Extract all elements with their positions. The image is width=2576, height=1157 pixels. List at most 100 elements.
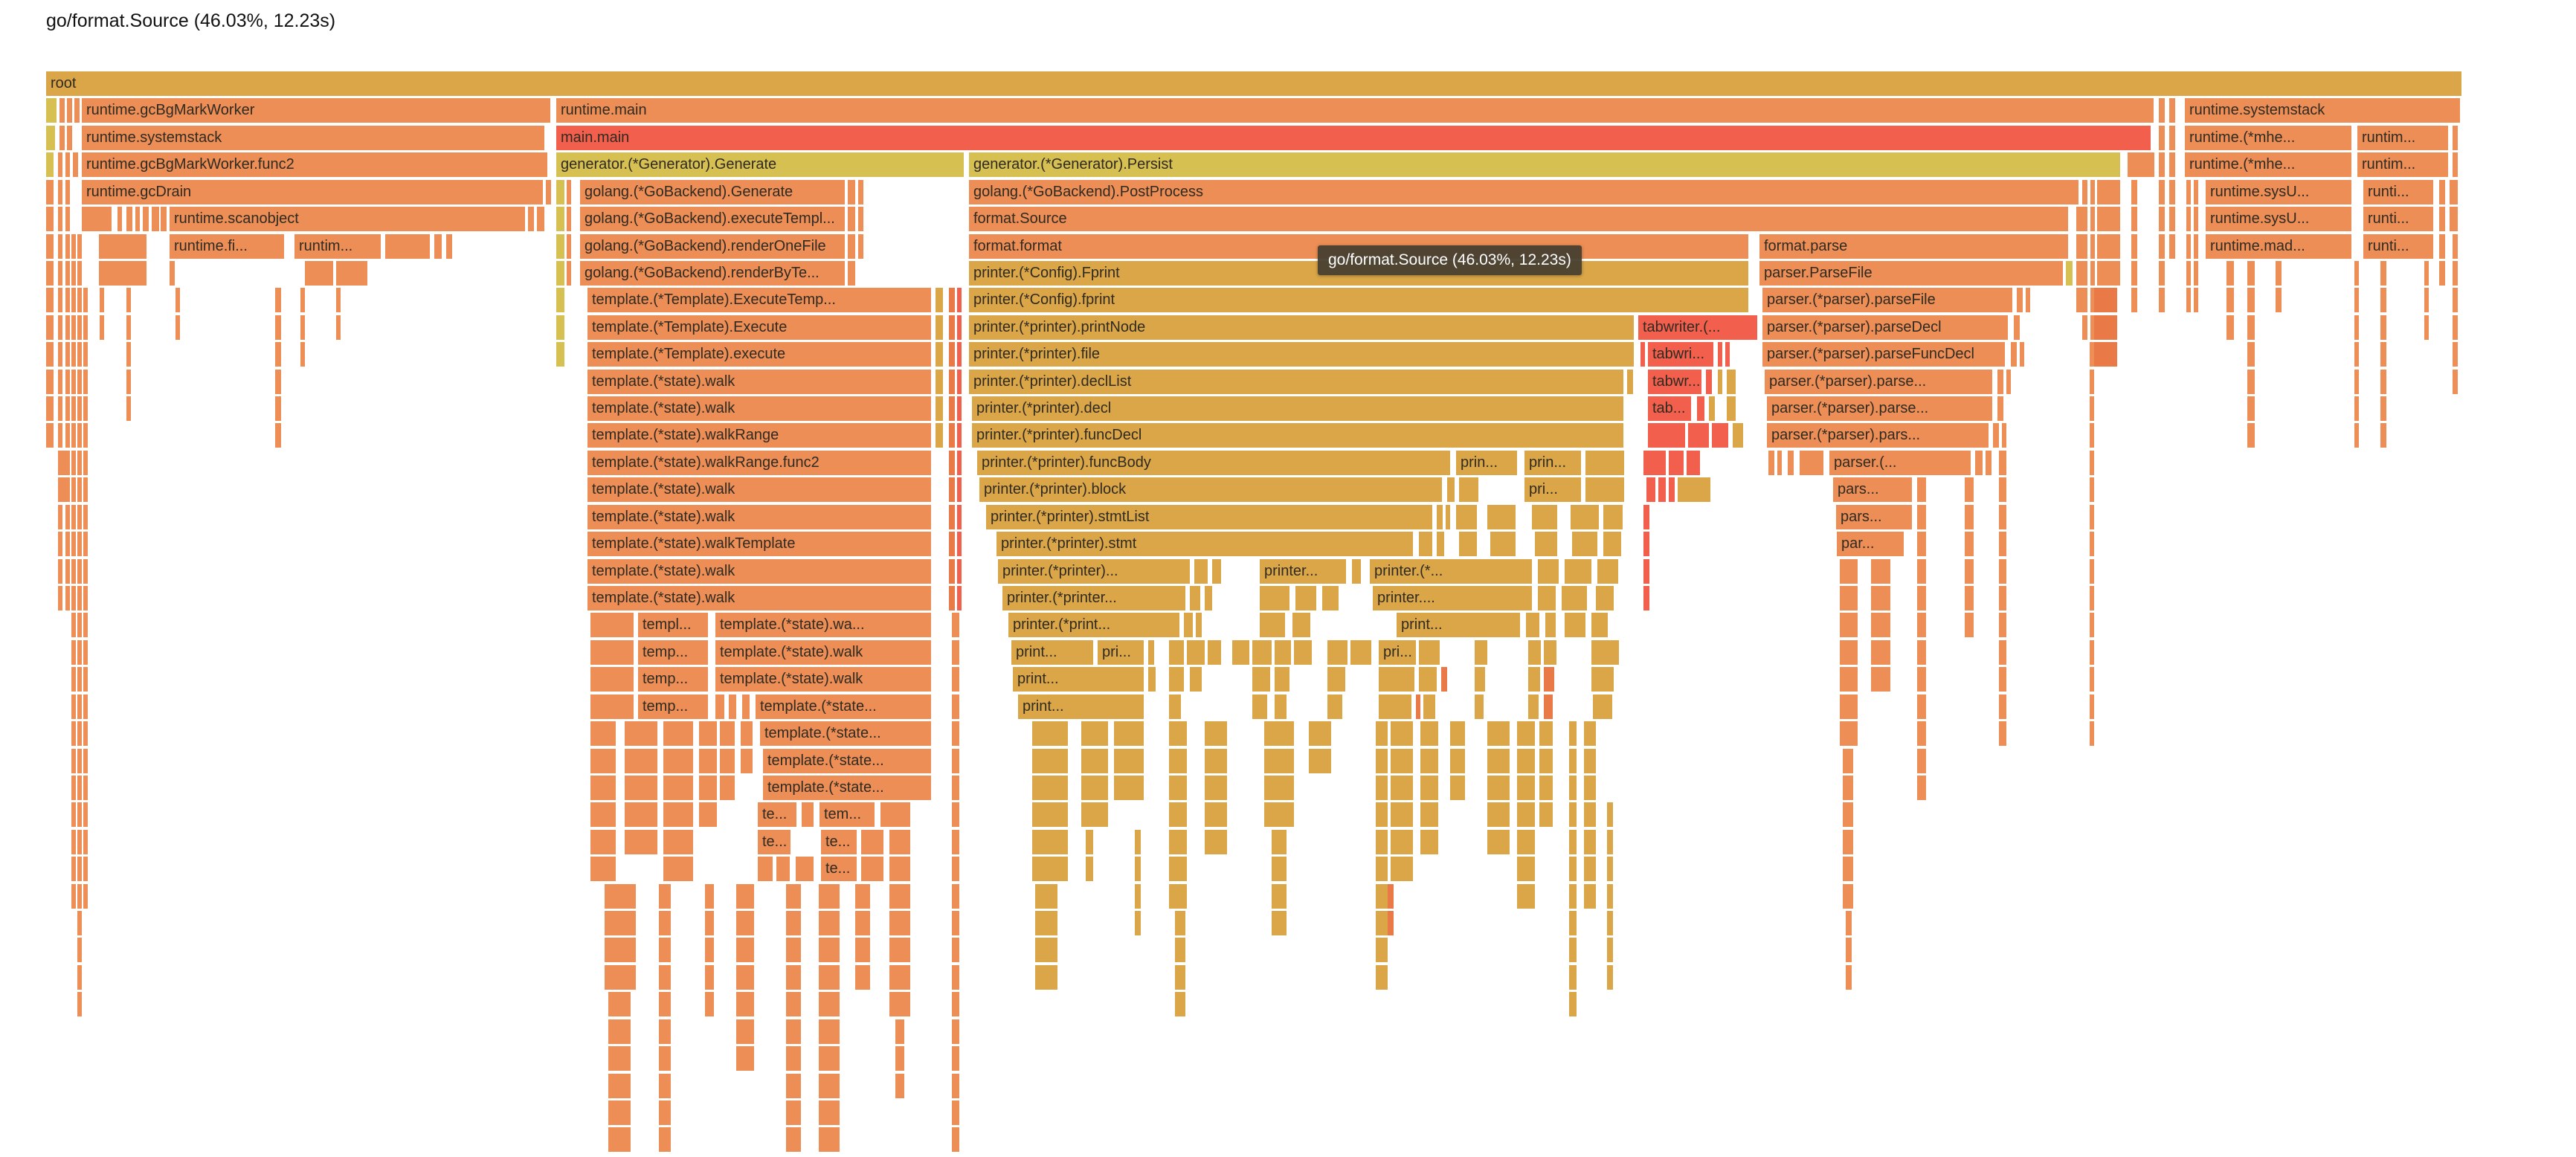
flame-frame[interactable] [2169, 207, 2175, 232]
flame-frame[interactable] [715, 694, 724, 719]
flame-frame[interactable] [2159, 260, 2165, 286]
flame-frame[interactable] [77, 450, 82, 475]
flame-frame[interactable] [71, 829, 76, 854]
flame-frame[interactable] [1840, 694, 1858, 719]
flame-frame[interactable]: runtime.systemstack [2185, 98, 2460, 123]
flame-frame[interactable] [77, 558, 82, 584]
flame-frame[interactable] [889, 964, 910, 990]
flame-frame[interactable]: te... [758, 802, 796, 828]
flame-frame[interactable] [83, 639, 88, 665]
flame-frame[interactable] [567, 233, 571, 259]
flame-frame[interactable]: parser.ParseFile [1759, 260, 2063, 286]
flame-frame[interactable] [1169, 639, 1184, 665]
flame-frame[interactable] [855, 883, 870, 909]
flame-frame[interactable] [2247, 260, 2255, 286]
flame-frame[interactable] [385, 233, 430, 259]
flame-frame[interactable] [2128, 152, 2154, 178]
flame-frame[interactable] [858, 179, 863, 204]
flame-frame[interactable] [1419, 532, 1432, 557]
flame-frame[interactable]: format.parse [1759, 233, 2068, 259]
flame-frame[interactable] [1572, 532, 1597, 557]
flame-frame[interactable] [1584, 857, 1596, 882]
flame-frame[interactable] [608, 1046, 631, 1071]
flame-frame[interactable] [65, 288, 70, 313]
flame-frame[interactable] [46, 288, 54, 313]
flame-frame[interactable] [736, 964, 754, 990]
flame-frame[interactable] [83, 694, 88, 719]
flame-frame[interactable]: template.(*Template).execute [587, 342, 931, 367]
flame-frame[interactable] [659, 964, 671, 990]
flame-frame[interactable]: runtime.sysU... [2206, 207, 2351, 232]
flame-frame[interactable] [952, 748, 959, 773]
flame-frame[interactable] [957, 315, 962, 340]
flame-frame[interactable]: printer.(*printer).file [969, 342, 1634, 367]
flame-frame[interactable]: template.(*state... [763, 775, 931, 800]
flame-frame[interactable] [1871, 558, 1890, 584]
flame-frame[interactable] [625, 721, 657, 747]
flame-frame[interactable] [2380, 288, 2386, 313]
flame-frame[interactable] [1205, 721, 1227, 747]
flame-frame[interactable] [952, 694, 959, 719]
flame-frame[interactable] [99, 233, 146, 259]
flame-frame[interactable] [952, 775, 959, 800]
flame-frame[interactable] [77, 532, 82, 557]
flame-frame[interactable] [2354, 315, 2359, 340]
flame-frame[interactable] [2159, 288, 2165, 313]
flame-frame[interactable] [1035, 883, 1057, 909]
flame-frame[interactable] [83, 315, 88, 340]
flame-frame[interactable] [1169, 775, 1187, 800]
flame-frame[interactable] [2094, 315, 2117, 340]
flame-frame[interactable] [2090, 233, 2095, 259]
flame-frame[interactable] [952, 829, 959, 854]
flame-frame[interactable] [2090, 260, 2095, 286]
flame-frame[interactable] [126, 315, 131, 340]
flame-frame[interactable] [61, 450, 67, 475]
flame-frame[interactable] [1999, 504, 2006, 529]
flame-frame[interactable] [1517, 883, 1535, 909]
flame-frame[interactable] [889, 829, 910, 854]
flame-frame[interactable] [2011, 342, 2017, 367]
flame-frame[interactable] [1032, 775, 1068, 800]
flame-frame[interactable] [819, 1073, 840, 1098]
flame-frame[interactable] [2226, 260, 2234, 286]
flame-frame[interactable] [1658, 477, 1666, 503]
flame-frame[interactable] [100, 315, 104, 340]
flame-frame[interactable] [659, 911, 671, 936]
flame-frame[interactable] [2439, 207, 2445, 232]
flame-frame[interactable] [895, 1046, 904, 1071]
flame-frame[interactable] [135, 207, 140, 232]
flame-frame[interactable] [2090, 639, 2094, 665]
flame-frame[interactable] [2097, 260, 2120, 286]
flame-frame[interactable] [1376, 883, 1388, 909]
flame-frame[interactable] [1585, 450, 1624, 475]
flame-frame[interactable] [275, 342, 281, 367]
flame-frame[interactable] [2090, 585, 2094, 610]
flame-frame[interactable] [936, 423, 943, 448]
flame-frame[interactable] [2090, 369, 2094, 394]
flame-frame[interactable] [2082, 288, 2087, 313]
flame-frame[interactable] [1965, 585, 1974, 610]
flame-frame[interactable] [1846, 911, 1852, 936]
flame-frame[interactable] [2090, 179, 2095, 204]
flame-frame[interactable] [275, 423, 281, 448]
flame-frame[interactable] [83, 829, 88, 854]
flame-frame[interactable] [949, 369, 955, 394]
flame-frame[interactable] [58, 369, 62, 394]
flame-frame[interactable] [2026, 288, 2030, 313]
flame-frame[interactable] [1260, 585, 1289, 610]
flame-frame[interactable] [1532, 504, 1557, 529]
flame-frame[interactable] [1917, 585, 1926, 610]
flame-frame[interactable] [1190, 585, 1200, 610]
flame-frame[interactable] [1148, 639, 1154, 665]
flame-frame[interactable] [2380, 260, 2386, 286]
flame-frame[interactable]: golang.(*GoBackend).Generate [580, 179, 845, 204]
flame-frame[interactable] [2354, 369, 2359, 394]
flame-frame[interactable] [659, 1100, 671, 1125]
flame-frame[interactable] [2090, 342, 2094, 367]
flame-frame[interactable]: temp... [638, 639, 708, 665]
flame-frame[interactable] [1081, 721, 1108, 747]
flame-frame[interactable] [1569, 775, 1577, 800]
flame-frame[interactable] [2453, 315, 2458, 340]
flame-frame[interactable] [736, 1046, 754, 1071]
flame-frame[interactable] [2453, 207, 2458, 232]
